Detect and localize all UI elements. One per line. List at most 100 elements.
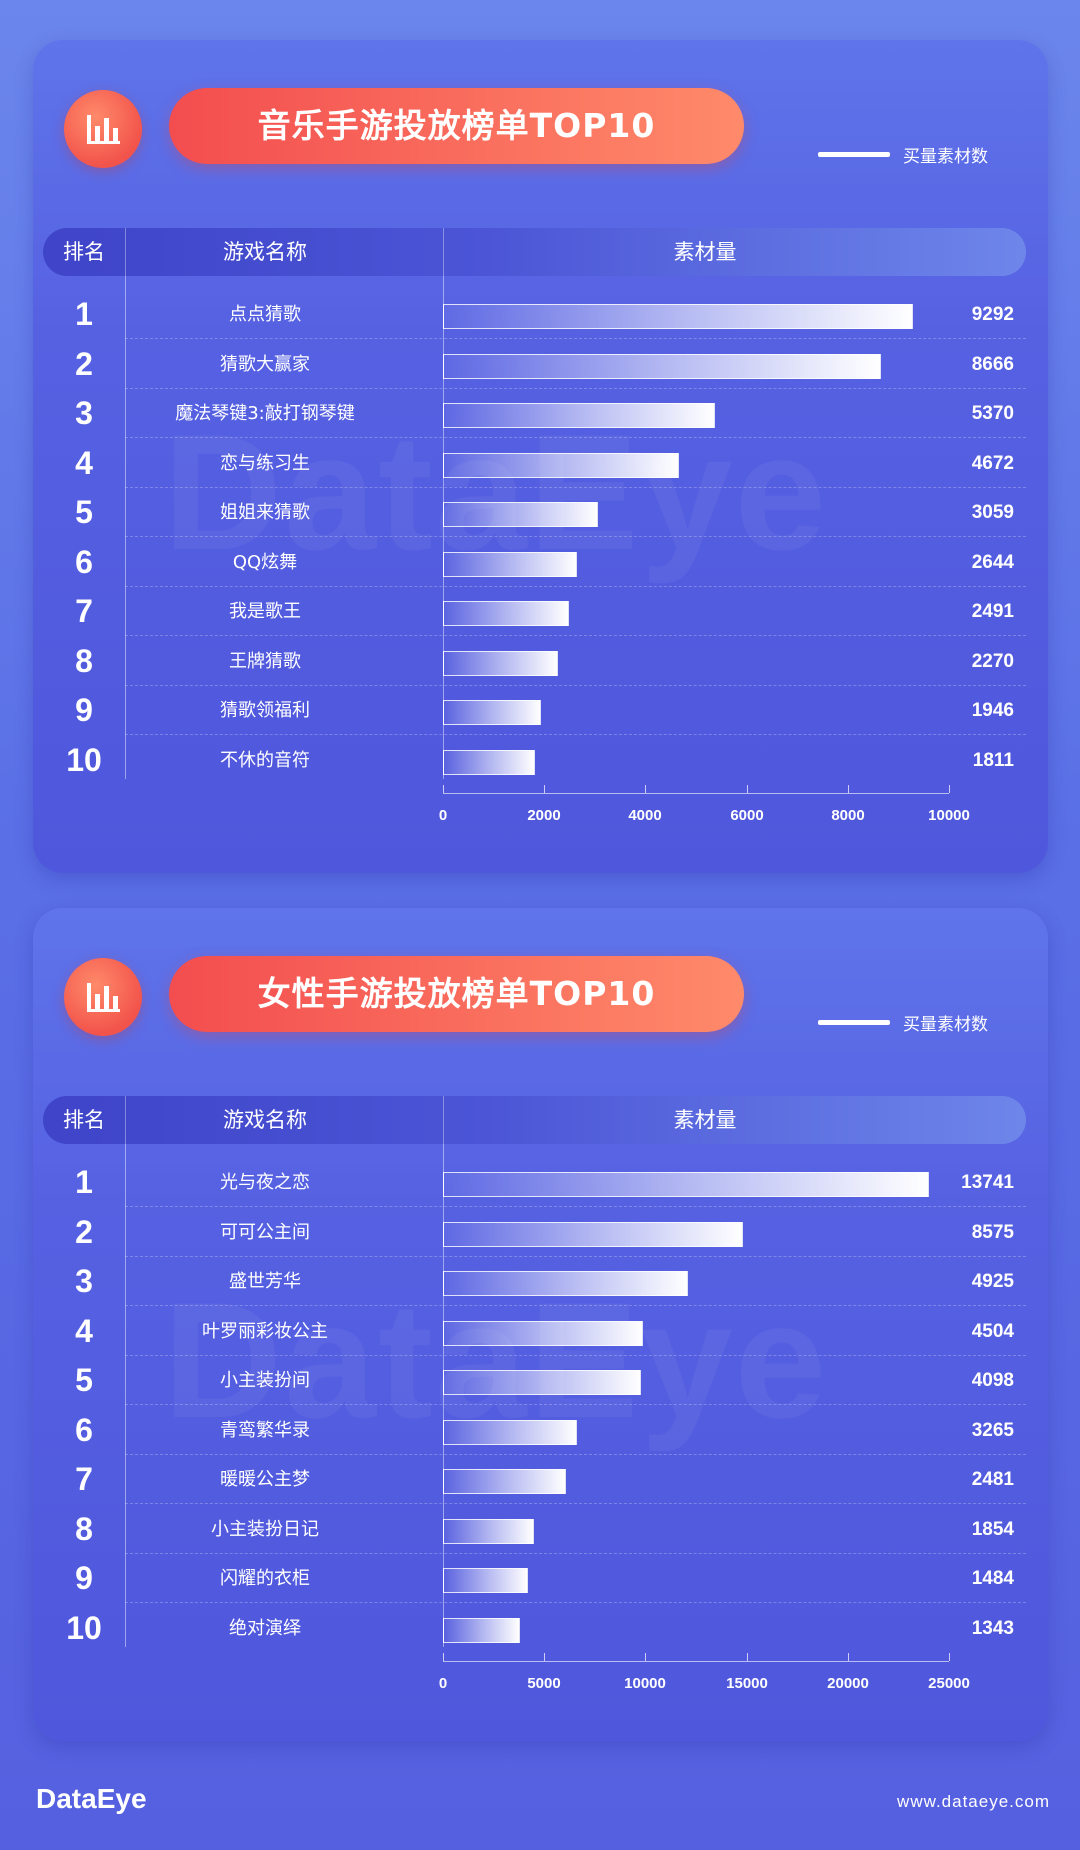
- female-games-panel: DataEye 女性手游投放榜单TOP10 买量素材数 排名 游戏名称 素材量 1 光与夜之恋…: [33, 908, 1048, 1741]
- row-divider: [125, 1206, 1026, 1207]
- bar-value-label: 4925: [971, 1271, 1014, 1292]
- bar-mark: [443, 1419, 577, 1445]
- row-divider: [125, 1255, 1026, 1257]
- row-divider: [125, 1305, 1026, 1306]
- row-divider: [125, 437, 1026, 438]
- x-axis-line: [443, 1661, 949, 1662]
- bar-value-label: 2491: [971, 601, 1014, 622]
- bar-mark: [443, 1518, 534, 1544]
- table-row: 1 点点猜歌 9292: [43, 290, 1026, 339]
- game-name: 暖暖公主梦: [220, 1469, 310, 1490]
- game-name: 光与夜之恋: [220, 1172, 310, 1193]
- bar-mark: [443, 749, 535, 775]
- bar-mark: [443, 1271, 688, 1296]
- game-name: 王牌猜歌: [229, 650, 301, 672]
- footer-url: www.dataeye.com: [897, 1792, 1050, 1811]
- x-axis-tick-label: 0: [438, 1675, 448, 1692]
- bar-value-label: 3059: [971, 502, 1014, 523]
- x-axis-tick: [443, 785, 444, 793]
- rank-number: 1: [75, 296, 93, 332]
- table-row: 4 恋与练习生 4672: [43, 439, 1026, 488]
- game-name: 魔法琴键3:敲打钢琴键: [175, 403, 355, 424]
- header-name: 游戏名称: [223, 1108, 307, 1132]
- x-axis-tick-label: 5000: [527, 1675, 561, 1692]
- rank-column-line: [125, 1144, 126, 1647]
- row-divider: [125, 486, 1026, 488]
- music-games-panel: DataEye 音乐手游投放榜单TOP10 买量素材数 排名 游戏名称 素材量 1 点点猜歌 9…: [33, 40, 1048, 873]
- rank-number: 7: [75, 1461, 93, 1497]
- rank-number: 9: [75, 692, 93, 728]
- header-separator: [443, 1096, 444, 1144]
- row-divider: [125, 1503, 1026, 1504]
- bar-value-label: 8666: [971, 353, 1014, 375]
- rank-number: 2: [75, 345, 93, 382]
- legend-label: 买量素材数: [903, 1015, 988, 1035]
- rank-number: 4: [75, 444, 93, 481]
- bar-mark: [443, 502, 598, 527]
- game-name: 可可公主间: [220, 1221, 310, 1243]
- rank-number: 2: [75, 1213, 93, 1250]
- row-divider: [125, 1404, 1026, 1405]
- row-divider: [125, 734, 1026, 735]
- table-row: 3 魔法琴键3:敲打钢琴键 5370: [43, 389, 1026, 438]
- bar-mark: [443, 403, 715, 428]
- table-row: 5 姐姐来猜歌 3059: [43, 488, 1026, 537]
- bar-mark: [443, 601, 569, 626]
- game-name: 猜歌领福利: [220, 700, 310, 721]
- game-name: 小主装扮日记: [211, 1518, 319, 1540]
- bar-value-label: 1946: [971, 700, 1014, 721]
- table-row: 10 不休的音符 1811: [43, 736, 1026, 785]
- bar-value-label: 9292: [971, 304, 1014, 325]
- rank-number: 8: [75, 642, 93, 679]
- game-name: 我是歌王: [229, 601, 301, 622]
- table-row: 8 小主装扮日记 1854: [43, 1505, 1026, 1554]
- legend-label: 买量素材数: [903, 147, 988, 167]
- bar-value-label: 1811: [972, 749, 1014, 771]
- x-axis-tick-label: 10000: [624, 1675, 666, 1692]
- x-axis-tick-label: 10000: [928, 807, 970, 824]
- game-name: 青鸾繁华录: [220, 1419, 310, 1441]
- legend-line: [818, 1020, 890, 1025]
- header-rank: 排名: [63, 240, 105, 264]
- bar-value-label: 2644: [971, 551, 1014, 573]
- table-header: 排名 游戏名称 素材量: [43, 1096, 1026, 1144]
- game-name: 恋与练习生: [220, 452, 310, 474]
- game-name: 绝对演绎: [229, 1617, 301, 1639]
- bar-value-label: 1854: [971, 1518, 1014, 1540]
- row-divider: [125, 338, 1026, 339]
- table-row: 6 QQ炫舞 2644: [43, 538, 1026, 587]
- bar-mark: [443, 1172, 929, 1197]
- bar-mark: [443, 304, 913, 329]
- x-axis-tick-label: 0: [438, 807, 448, 824]
- x-axis-tick-label: 8000: [831, 807, 865, 824]
- table-row: 6 青鸾繁华录 3265: [43, 1406, 1026, 1455]
- rank-number: 9: [75, 1560, 93, 1596]
- bar-mark: [443, 551, 577, 577]
- bar-value-label: 2481: [971, 1469, 1014, 1490]
- rank-column-line: [125, 276, 126, 779]
- y-axis-line: [443, 1144, 444, 1647]
- x-axis-tick-label: 2000: [527, 807, 561, 824]
- rank-number: 6: [75, 543, 93, 580]
- rank-number: 5: [75, 494, 93, 530]
- table-row: 1 光与夜之恋 13741: [43, 1158, 1026, 1207]
- bar-value-label: 3265: [971, 1419, 1014, 1441]
- table-row: 2 猜歌大赢家 8666: [43, 340, 1026, 389]
- x-axis-tick: [443, 1653, 444, 1661]
- bar-mark: [443, 1221, 743, 1247]
- game-name: 猜歌大赢家: [220, 353, 310, 375]
- x-axis-tick: [645, 1653, 646, 1661]
- x-axis-tick: [645, 785, 646, 793]
- rank-number: 7: [75, 593, 93, 629]
- bar-chart-icon: [64, 958, 142, 1036]
- rank-number: 6: [75, 1411, 93, 1448]
- bar-value-label: 1484: [971, 1568, 1014, 1589]
- game-name: 不休的音符: [220, 749, 310, 771]
- y-axis-line: [443, 276, 444, 779]
- table-row: 7 暖暖公主梦 2481: [43, 1455, 1026, 1504]
- x-axis-tick: [848, 785, 849, 793]
- bar-mark: [443, 1370, 641, 1395]
- table-row: 5 小主装扮间 4098: [43, 1356, 1026, 1405]
- bar-value-label: 4672: [971, 452, 1014, 474]
- row-divider: [125, 536, 1026, 537]
